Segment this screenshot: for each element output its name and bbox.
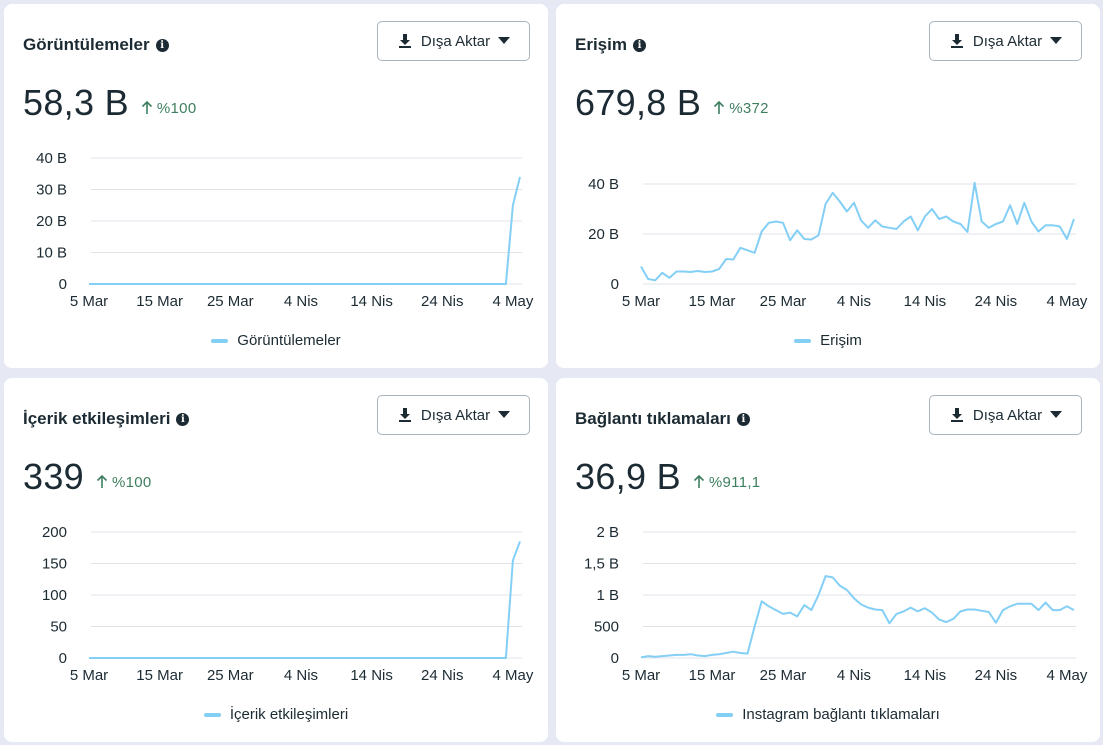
y-tick-label: 200 <box>42 524 67 541</box>
x-tick-label: 5 Mar <box>622 667 660 684</box>
x-tick-label: 15 Mar <box>136 667 183 684</box>
download-icon <box>398 34 411 48</box>
x-tick-label: 25 Mar <box>207 667 254 684</box>
x-tick-label: 4 May <box>493 293 534 310</box>
chart-legend: Instagram bağlantı tıklamaları <box>556 706 1100 723</box>
x-tick-label: 25 Mar <box>760 667 807 684</box>
x-tick-label: 24 Nis <box>975 293 1018 310</box>
metric-value: 58,3 B %100 <box>23 82 197 123</box>
y-tick-label: 0 <box>611 276 619 293</box>
series-line <box>89 541 521 659</box>
x-tick-label: 5 Mar <box>622 293 660 310</box>
export-button[interactable]: Dışa Aktar <box>377 21 530 61</box>
legend-swatch <box>794 338 812 343</box>
x-tick-label: 24 Nis <box>421 667 464 684</box>
x-tick-label: 4 May <box>493 667 534 684</box>
y-tick-label: 30 B <box>36 182 67 199</box>
y-tick-label: 40 B <box>36 150 67 167</box>
series-line <box>89 176 521 285</box>
x-tick-label: 5 Mar <box>70 293 108 310</box>
y-tick-label: 50 <box>50 619 67 636</box>
x-tick-label: 15 Mar <box>689 667 736 684</box>
x-tick-label: 25 Mar <box>760 293 807 310</box>
x-tick-label: 4 May <box>1046 293 1087 310</box>
y-tick-label: 0 <box>59 276 67 293</box>
link-clicks-line-chart: 2 B 1,5 B 1 B 500 05 Mar 15 Mar 25 Mar 4 Nis 14 … <box>584 524 1088 684</box>
y-tick-label: 40 B <box>588 176 619 193</box>
arrow-up-icon <box>714 101 725 114</box>
delta-badge: %100 <box>141 100 197 117</box>
x-tick-label: 25 Mar <box>207 293 254 310</box>
x-tick-label: 5 Mar <box>70 667 108 684</box>
views-line-chart: 40 B 30 B 20 B 10 B 05 Mar 15 Mar 25 Mar 4 Nis 1… <box>36 150 534 310</box>
download-icon <box>398 408 411 422</box>
x-tick-label: 4 Nis <box>284 667 318 684</box>
x-tick-label: 14 Nis <box>904 667 947 684</box>
legend-swatch <box>203 712 221 717</box>
caret-down-icon <box>1050 411 1063 418</box>
y-tick-label: 1,5 B <box>584 556 619 573</box>
export-button[interactable]: Dışa Aktar <box>929 21 1082 61</box>
info-icon[interactable]: i <box>736 412 750 426</box>
y-tick-label: 20 B <box>36 213 67 230</box>
x-tick-label: 4 Nis <box>837 667 871 684</box>
x-tick-label: 15 Mar <box>689 293 736 310</box>
x-tick-label: 14 Nis <box>904 293 947 310</box>
info-icon[interactable]: i <box>632 38 646 52</box>
y-tick-label: 500 <box>594 619 619 636</box>
metric-value: 36,9 B %911,1 <box>575 456 761 497</box>
legend-swatch <box>716 712 734 717</box>
card-title: Görüntülemeler i <box>23 35 169 55</box>
y-tick-label: 2 B <box>596 524 619 541</box>
series-line <box>640 181 1075 282</box>
metric-value: 339 %100 <box>23 456 152 497</box>
delta-badge: %911,1 <box>693 474 761 491</box>
chart-legend: Erişim <box>556 332 1100 349</box>
x-tick-label: 14 Nis <box>350 293 393 310</box>
export-button[interactable]: Dışa Aktar <box>377 395 530 435</box>
arrow-up-icon <box>141 101 152 114</box>
y-tick-label: 100 <box>42 587 67 604</box>
y-tick-label: 10 B <box>36 245 67 262</box>
info-icon[interactable]: i <box>176 412 190 426</box>
chart-legend: Görüntülemeler <box>4 332 548 349</box>
link-clicks-card: Bağlantı tıklamaları i Dışa Aktar 36,9 B… <box>556 378 1100 742</box>
reach-card: Erişim i Dışa Aktar 679,8 B %372 40 B 20 … <box>556 4 1100 368</box>
y-tick-label: 0 <box>611 650 619 667</box>
info-icon[interactable]: i <box>155 38 169 52</box>
x-tick-label: 4 May <box>1046 667 1087 684</box>
arrow-up-icon <box>693 475 704 488</box>
card-title: Erişim i <box>575 35 646 55</box>
delta-badge: %100 <box>96 474 152 491</box>
y-tick-label: 1 B <box>596 587 619 604</box>
export-button[interactable]: Dışa Aktar <box>929 395 1082 435</box>
metric-value: 679,8 B %372 <box>575 82 769 123</box>
caret-down-icon <box>498 37 511 44</box>
x-tick-label: 4 Nis <box>284 293 318 310</box>
chart-legend: İçerik etkileşimleri <box>4 706 548 723</box>
download-icon <box>950 34 963 48</box>
x-tick-label: 4 Nis <box>837 293 871 310</box>
content-interactions-card: İçerik etkileşimleri i Dışa Aktar 339 %1… <box>4 378 548 742</box>
views-card: Görüntülemeler i Dışa Aktar 58,3 B %100 … <box>4 4 548 368</box>
content-interactions-line-chart: 200 150 100 50 05 Mar 15 Mar 25 Mar 4 Nis 14 Nis… <box>42 524 534 684</box>
caret-down-icon <box>1050 37 1063 44</box>
download-icon <box>950 408 963 422</box>
card-title: İçerik etkileşimleri i <box>23 409 190 429</box>
card-title: Bağlantı tıklamaları i <box>575 409 750 429</box>
caret-down-icon <box>498 411 511 418</box>
series-line <box>640 575 1075 659</box>
arrow-up-icon <box>96 475 108 488</box>
x-tick-label: 14 Nis <box>350 667 393 684</box>
x-tick-label: 24 Nis <box>421 293 464 310</box>
x-tick-label: 24 Nis <box>975 667 1018 684</box>
reach-line-chart: 40 B 20 B 05 Mar 15 Mar 25 Mar 4 Nis 14 Nis 24 … <box>588 176 1088 310</box>
y-tick-label: 0 <box>59 650 67 667</box>
y-tick-label: 150 <box>42 556 67 573</box>
x-tick-label: 15 Mar <box>136 293 183 310</box>
y-tick-label: 20 B <box>588 226 619 243</box>
delta-badge: %372 <box>713 100 769 117</box>
legend-swatch <box>211 338 229 343</box>
